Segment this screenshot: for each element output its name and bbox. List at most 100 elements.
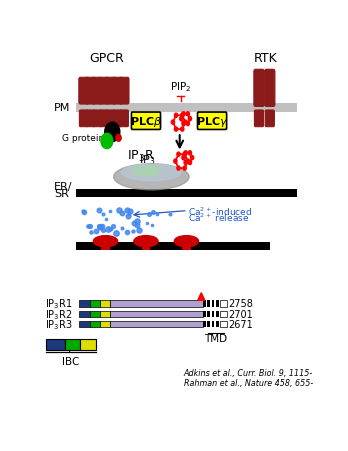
FancyBboxPatch shape: [99, 78, 109, 105]
Circle shape: [174, 128, 178, 132]
Text: Ca$^{2+}$-induced: Ca$^{2+}$-induced: [188, 205, 252, 217]
Bar: [220, 301, 227, 307]
Text: Rahman et al., Nature 458, 655-: Rahman et al., Nature 458, 655-: [184, 378, 313, 387]
FancyBboxPatch shape: [265, 111, 274, 127]
Ellipse shape: [174, 236, 199, 247]
Circle shape: [190, 156, 194, 161]
Text: PLC$\gamma$: PLC$\gamma$: [196, 115, 228, 129]
Text: IP$_3$R1: IP$_3$R1: [45, 297, 72, 311]
Circle shape: [177, 166, 180, 171]
Circle shape: [188, 152, 191, 156]
Bar: [204, 322, 206, 328]
Circle shape: [182, 156, 185, 161]
Text: 2758: 2758: [228, 299, 253, 309]
FancyBboxPatch shape: [254, 111, 263, 127]
Circle shape: [183, 166, 186, 171]
Bar: [220, 311, 227, 318]
Ellipse shape: [122, 165, 181, 181]
Circle shape: [184, 121, 187, 125]
FancyBboxPatch shape: [100, 111, 108, 127]
Polygon shape: [181, 115, 190, 124]
FancyBboxPatch shape: [79, 78, 88, 105]
Bar: [212, 322, 214, 328]
Circle shape: [183, 153, 186, 157]
Circle shape: [181, 114, 184, 118]
FancyBboxPatch shape: [106, 111, 115, 127]
Circle shape: [188, 117, 191, 121]
Text: IP$_3$R: IP$_3$R: [127, 148, 155, 164]
Bar: [220, 322, 227, 328]
Text: RTK: RTK: [254, 52, 278, 65]
Text: ER/: ER/: [54, 182, 73, 192]
Bar: [110, 301, 204, 307]
Text: SD: SD: [47, 340, 63, 350]
Bar: [110, 322, 204, 328]
Bar: [215, 301, 219, 307]
Text: PLC$\beta$: PLC$\beta$: [130, 115, 162, 129]
Circle shape: [181, 128, 184, 132]
Polygon shape: [175, 155, 188, 169]
FancyBboxPatch shape: [79, 111, 88, 127]
FancyBboxPatch shape: [254, 70, 264, 107]
Circle shape: [105, 123, 120, 143]
Text: SR: SR: [54, 189, 69, 199]
Bar: [76, 103, 297, 113]
Ellipse shape: [183, 243, 189, 249]
Bar: [110, 311, 204, 318]
Circle shape: [186, 112, 189, 117]
Circle shape: [182, 122, 185, 126]
Bar: [207, 322, 211, 328]
Ellipse shape: [113, 164, 189, 190]
Circle shape: [186, 160, 189, 164]
Text: TMD: TMD: [204, 333, 227, 343]
Polygon shape: [198, 293, 205, 301]
Bar: [204, 311, 206, 318]
Bar: [100, 301, 110, 307]
Bar: [212, 311, 214, 318]
Text: IBC: IBC: [62, 356, 80, 366]
Ellipse shape: [143, 243, 149, 249]
FancyBboxPatch shape: [113, 111, 122, 127]
Text: IP$_3$R2: IP$_3$R2: [45, 307, 72, 321]
Circle shape: [184, 152, 187, 156]
FancyBboxPatch shape: [112, 78, 122, 105]
Bar: [142, 241, 150, 250]
Circle shape: [180, 117, 183, 121]
Bar: [79, 322, 90, 328]
Bar: [46, 340, 64, 350]
Text: Ca$^{2+}$ release: Ca$^{2+}$ release: [188, 211, 249, 224]
FancyBboxPatch shape: [106, 78, 116, 105]
Bar: [182, 241, 191, 250]
FancyBboxPatch shape: [86, 78, 95, 105]
Bar: [207, 301, 211, 307]
Bar: [90, 301, 100, 307]
Circle shape: [171, 121, 175, 125]
Text: PIP$_2$: PIP$_2$: [170, 79, 191, 93]
Ellipse shape: [133, 166, 159, 177]
Text: $\beta$: $\beta$: [68, 336, 77, 353]
Text: G protein: G protein: [62, 133, 105, 143]
Text: 2671: 2671: [228, 320, 253, 330]
Bar: [79, 301, 90, 307]
FancyBboxPatch shape: [120, 111, 128, 127]
Bar: [76, 189, 297, 197]
Polygon shape: [173, 116, 185, 130]
Bar: [80, 340, 96, 350]
Bar: [207, 311, 211, 318]
FancyBboxPatch shape: [86, 111, 95, 127]
Circle shape: [177, 153, 180, 157]
Bar: [79, 311, 90, 318]
Circle shape: [174, 160, 177, 164]
Circle shape: [186, 122, 189, 126]
FancyBboxPatch shape: [119, 78, 129, 105]
Ellipse shape: [103, 243, 109, 249]
Ellipse shape: [93, 236, 118, 247]
Circle shape: [174, 114, 178, 118]
Text: 2701: 2701: [228, 309, 253, 319]
FancyBboxPatch shape: [132, 113, 160, 130]
Circle shape: [182, 112, 185, 117]
Circle shape: [188, 161, 191, 165]
Bar: [76, 243, 270, 250]
Bar: [101, 241, 110, 250]
Bar: [100, 322, 110, 328]
